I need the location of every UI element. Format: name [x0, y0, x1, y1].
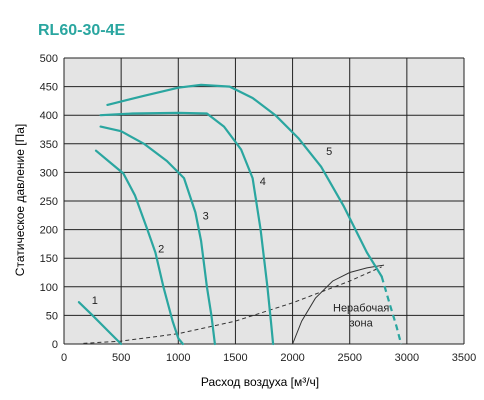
y-tick-label: 300: [40, 167, 58, 179]
x-tick-label: 500: [112, 352, 130, 364]
fan-curves: 1 2 3 4 5: [77, 83, 403, 346]
y-tick-label: 350: [40, 139, 58, 151]
x-tick-label: 3500: [452, 352, 476, 364]
fan-curve-5-dashed: [380, 276, 403, 345]
fan-curve-label-2: 2: [158, 243, 164, 255]
y-axis-label: Статическое давление [Па]: [13, 124, 27, 276]
x-tick-labels: 0 500 1000 1500 2000 2500 3000 3500: [61, 352, 476, 364]
nonworking-zone-label: Нерабочая: [333, 302, 389, 314]
y-tick-label: 150: [40, 253, 58, 265]
x-tick-label: 2500: [337, 352, 361, 364]
y-tick-label: 100: [40, 282, 58, 294]
nonworking-zone-boundary: [292, 264, 385, 345]
system-curve: [83, 266, 382, 344]
fan-curve-3: [99, 125, 216, 346]
y-tick-label: 200: [40, 225, 58, 237]
y-tick-label: 500: [40, 53, 58, 65]
x-tick-label: 1500: [223, 352, 247, 364]
y-tick-label: 50: [46, 310, 58, 322]
fan-curve-label-3: 3: [203, 210, 209, 222]
x-tick-label: 1000: [166, 352, 190, 364]
fan-curve-4: [99, 111, 275, 346]
fan-curve-5: [106, 83, 383, 278]
fan-curve-2: [94, 149, 184, 346]
fan-curve-1: [77, 301, 123, 346]
grid-lines: [63, 57, 465, 345]
fan-curve-label-5: 5: [326, 146, 332, 158]
y-tick-label: 400: [40, 110, 58, 122]
x-tick-label: 0: [61, 352, 67, 364]
y-tick-labels: 0 50 100 150 200 250 300 350 400 450 500: [40, 53, 58, 351]
y-tick-label: 250: [40, 196, 58, 208]
nonworking-zone-label: зона: [350, 317, 374, 329]
nonworking-zone: Нерабочая зона: [292, 264, 389, 345]
x-tick-label: 2000: [280, 352, 304, 364]
system-curve-line: [83, 266, 382, 344]
chart-title: RL60-30-4E: [38, 22, 125, 39]
x-tick-label: 3000: [395, 352, 419, 364]
fan-curve-label-1: 1: [92, 295, 98, 307]
y-tick-label: 450: [40, 82, 58, 94]
x-axis-label: Расход воздуха [м³/ч]: [201, 375, 319, 389]
fan-curve-label-4: 4: [260, 176, 266, 188]
y-tick-label: 0: [52, 339, 58, 351]
